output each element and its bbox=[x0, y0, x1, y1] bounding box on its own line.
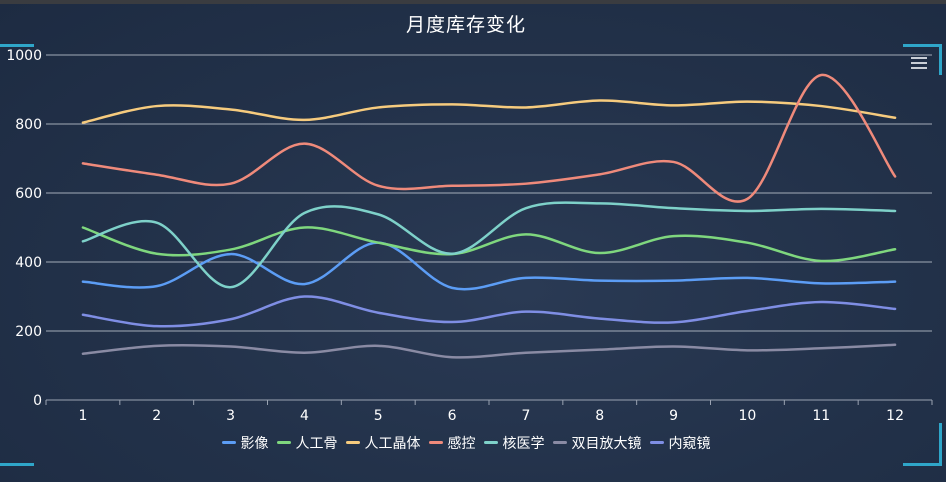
corner-decoration-bottom-left bbox=[0, 453, 34, 466]
series-line-1 bbox=[81, 241, 897, 291]
legend-swatch bbox=[276, 441, 291, 444]
legend-item-4[interactable]: 感控 bbox=[428, 433, 476, 453]
corner-decoration-top-right bbox=[903, 44, 942, 75]
legend-swatch bbox=[483, 441, 498, 444]
x-tick-label: 1 bbox=[78, 408, 87, 424]
x-tick-label: 7 bbox=[521, 408, 530, 424]
y-tick-label: 600 bbox=[15, 186, 42, 202]
x-tick-label: 9 bbox=[669, 408, 678, 424]
x-tick-label: 10 bbox=[739, 408, 757, 424]
legend-swatch bbox=[552, 441, 567, 444]
chart-title: 月度库存变化 bbox=[405, 14, 526, 36]
x-tick-label: 12 bbox=[886, 408, 904, 424]
legend-item-5[interactable]: 核医学 bbox=[483, 433, 545, 453]
x-tick-label: 11 bbox=[812, 408, 830, 424]
x-tick-label: 8 bbox=[595, 408, 604, 424]
legend-swatch bbox=[428, 441, 443, 444]
legend-label: 影像 bbox=[240, 435, 269, 452]
y-tick-label: 400 bbox=[15, 255, 42, 271]
legend-label: 人工晶体 bbox=[364, 435, 421, 452]
legend-label: 感控 bbox=[447, 435, 476, 452]
legend-item-7[interactable]: 内窥镜 bbox=[649, 433, 711, 453]
series-line-2 bbox=[81, 226, 897, 263]
legend-item-2[interactable]: 人工骨 bbox=[276, 433, 338, 453]
y-tick-label: 800 bbox=[15, 117, 42, 133]
top-border bbox=[0, 0, 946, 4]
legend-swatch bbox=[221, 441, 236, 444]
chart-legend: 影像 人工骨 人工晶体 感控 核医学 双目放大镜 内窥镜 bbox=[0, 432, 932, 453]
series-line-6 bbox=[81, 343, 897, 359]
y-tick-label: 0 bbox=[33, 393, 42, 409]
y-tick-label: 200 bbox=[15, 324, 42, 340]
series-line-5 bbox=[81, 201, 897, 289]
legend-swatch bbox=[649, 441, 664, 444]
legend-swatch bbox=[345, 441, 360, 444]
x-tick-label: 6 bbox=[448, 408, 457, 424]
x-tick-label: 3 bbox=[226, 408, 235, 424]
legend-item-6[interactable]: 双目放大镜 bbox=[552, 433, 642, 453]
legend-label: 双目放大镜 bbox=[571, 435, 642, 452]
legend-item-3[interactable]: 人工晶体 bbox=[345, 433, 421, 453]
legend-label: 人工骨 bbox=[295, 435, 338, 452]
series-line-4 bbox=[81, 73, 897, 203]
series-line-7 bbox=[81, 295, 897, 328]
corner-decoration-top-left bbox=[0, 44, 34, 75]
corner-decoration-bottom-right bbox=[903, 423, 942, 466]
legend-label: 核医学 bbox=[502, 435, 545, 452]
x-tick-label: 5 bbox=[374, 408, 383, 424]
series-line-3 bbox=[81, 99, 897, 124]
legend-label: 内窥镜 bbox=[668, 435, 711, 452]
x-tick-label: 4 bbox=[300, 408, 309, 424]
legend-item-1[interactable]: 影像 bbox=[221, 433, 269, 453]
x-tick-label: 2 bbox=[152, 408, 161, 424]
y-tick-label: 1000 bbox=[6, 48, 42, 64]
menu-icon[interactable] bbox=[911, 57, 927, 70]
